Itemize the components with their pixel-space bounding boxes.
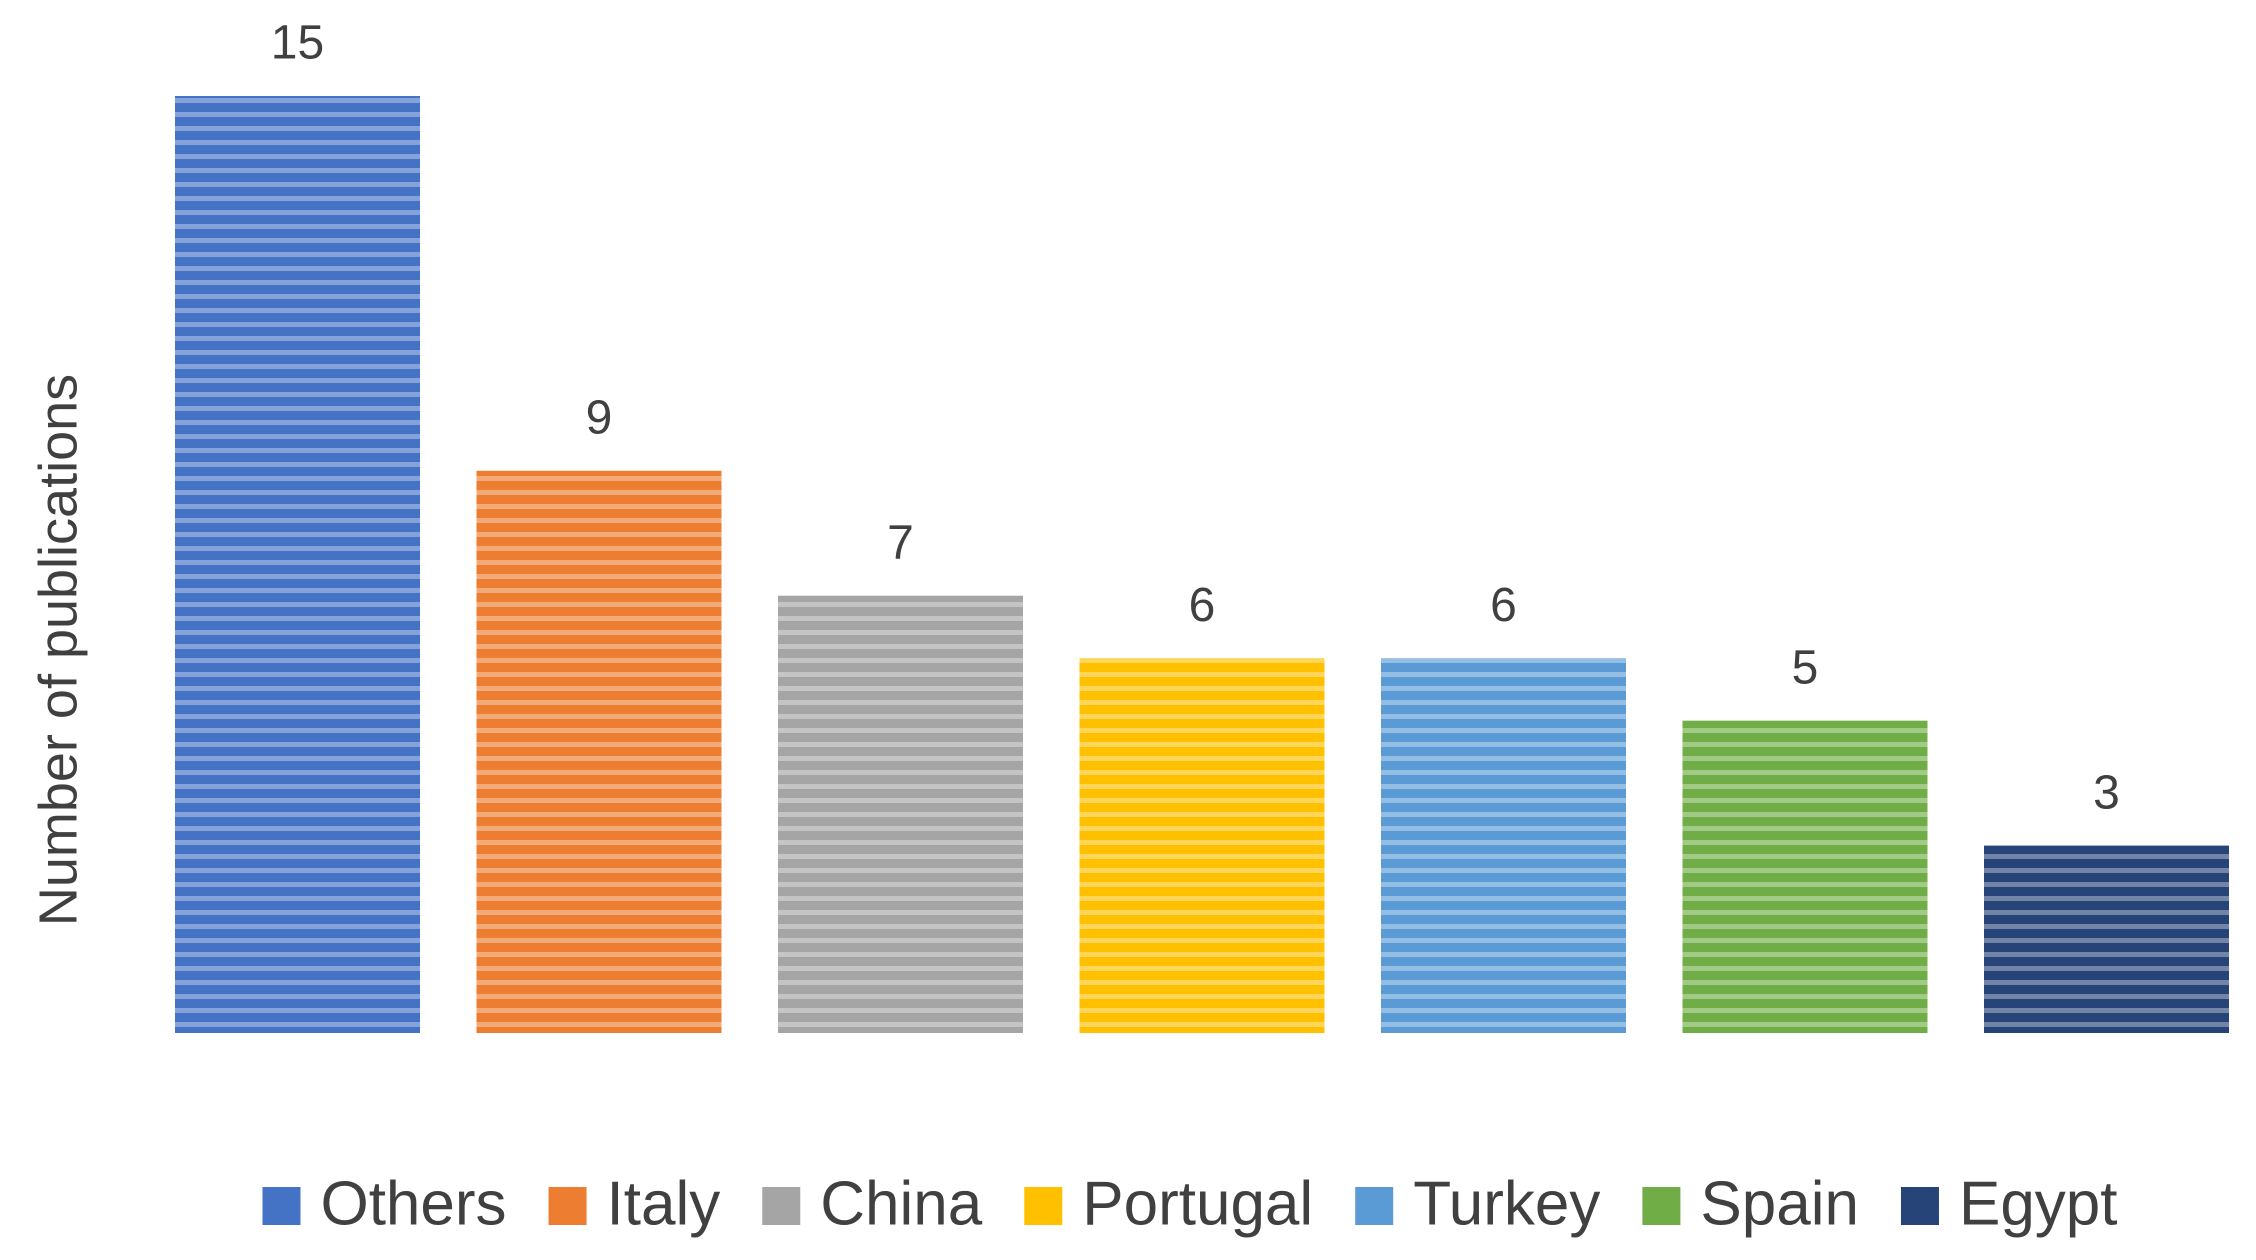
legend-label: Egypt bbox=[1959, 1169, 2118, 1238]
bar bbox=[476, 470, 722, 1033]
legend-label: Portugal bbox=[1082, 1169, 1313, 1238]
legend-swatch bbox=[762, 1187, 801, 1225]
legend-label: Others bbox=[320, 1169, 506, 1238]
y-axis-label: Number of publications bbox=[28, 374, 88, 926]
data-label: 6 bbox=[1189, 579, 1216, 632]
bar bbox=[778, 595, 1023, 1033]
data-label: 5 bbox=[1792, 641, 1819, 694]
legend-swatch bbox=[1355, 1187, 1394, 1225]
data-label: 9 bbox=[586, 391, 613, 444]
bar bbox=[1079, 658, 1325, 1033]
legend-label: China bbox=[820, 1169, 983, 1238]
data-label: 3 bbox=[2093, 766, 2120, 819]
bar bbox=[1682, 720, 1928, 1033]
legend-label: Turkey bbox=[1413, 1169, 1600, 1238]
bar bbox=[1381, 658, 1626, 1033]
bar bbox=[175, 96, 420, 1033]
data-label: 15 bbox=[271, 17, 324, 70]
data-label: 6 bbox=[1490, 579, 1517, 632]
legend-swatch bbox=[1900, 1187, 1939, 1225]
legend-label: Italy bbox=[607, 1169, 721, 1238]
legend-swatch bbox=[262, 1187, 301, 1225]
data-label: 7 bbox=[887, 516, 914, 569]
legend-swatch bbox=[1024, 1187, 1063, 1225]
legend-swatch bbox=[1642, 1187, 1681, 1225]
legend-swatch bbox=[548, 1187, 587, 1225]
bar bbox=[1984, 845, 2229, 1033]
legend-label: Spain bbox=[1700, 1169, 1859, 1238]
